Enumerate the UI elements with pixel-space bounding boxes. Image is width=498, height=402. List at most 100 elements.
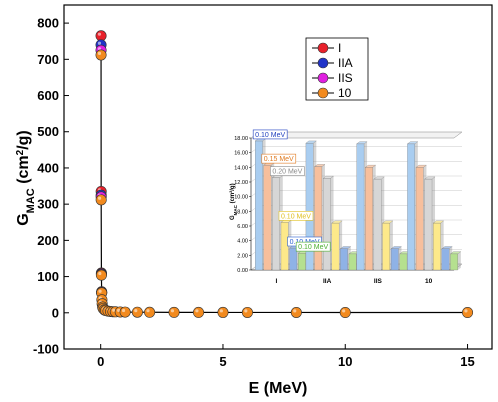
inset-bar bbox=[407, 143, 415, 271]
inset-category-labels: I IIA IIS 10 bbox=[275, 278, 432, 285]
data-point-10 bbox=[290, 306, 302, 318]
inset-y-tick-label: 18.00 bbox=[234, 136, 248, 142]
y-tick-label: 700 bbox=[37, 52, 59, 67]
inset-series-labels: 0.10 MeV 0.15 MeV 0.20 MeV 0.10 MeV 0.10 MeV… bbox=[252, 129, 331, 252]
inset-bar bbox=[280, 222, 289, 271]
legend-marker bbox=[317, 87, 329, 99]
y-axis-title: GMAC (cm2/g) bbox=[15, 130, 38, 226]
inset-bar bbox=[433, 222, 441, 271]
inset-bar-top bbox=[415, 164, 427, 168]
y-tick-label: 0 bbox=[52, 305, 59, 320]
data-point-highlight bbox=[97, 196, 102, 200]
data-point-highlight bbox=[134, 309, 138, 313]
inset-bar bbox=[399, 253, 408, 271]
inset-bars bbox=[254, 138, 462, 271]
y-tick-label: 600 bbox=[37, 88, 59, 103]
x-axis-ticks: 0 5 10 15 bbox=[97, 344, 475, 369]
inset-bar-top bbox=[382, 220, 394, 224]
data-point-highlight bbox=[293, 309, 297, 313]
inset-bar bbox=[424, 178, 433, 271]
inset-y-axis-title-unit: (cm²/g) bbox=[229, 183, 236, 205]
y-tick-label: -100 bbox=[33, 342, 59, 357]
y-axis-ticks: -100 0 100 200 300 400 500 600 700 800 bbox=[33, 16, 69, 357]
inset-bar-top bbox=[364, 164, 377, 168]
y-tick-label: 500 bbox=[37, 124, 59, 139]
data-point-10 bbox=[462, 306, 474, 318]
inset-bar-top bbox=[356, 141, 368, 145]
inset-series-label-box bbox=[261, 153, 297, 164]
legend-marker bbox=[317, 42, 329, 54]
x-tick-label: 5 bbox=[219, 354, 226, 369]
inset-y-tick-label: 8.00 bbox=[237, 209, 248, 215]
inset-y-tick-label: 16.00 bbox=[234, 151, 248, 157]
y-axis-title-main: G bbox=[15, 213, 32, 225]
data-point-highlight bbox=[342, 309, 346, 313]
inset-bar bbox=[382, 222, 391, 271]
data-point-10 bbox=[95, 194, 107, 206]
inset-bar-top bbox=[432, 220, 445, 224]
inset-bar bbox=[365, 167, 373, 271]
data-point-highlight bbox=[97, 47, 102, 51]
inset-bar bbox=[263, 164, 272, 271]
legend-label: 10 bbox=[338, 86, 352, 100]
data-point-10 bbox=[217, 306, 229, 318]
inset-y-tick-label: 0.00 bbox=[237, 268, 248, 274]
inset-series-label-box bbox=[252, 129, 288, 140]
data-point-10 bbox=[144, 306, 156, 318]
inset-y-axis-title-sub: MAC bbox=[233, 204, 238, 215]
x-tick-label: 10 bbox=[338, 354, 352, 369]
legend-label: I bbox=[338, 41, 341, 55]
inset-bar-top bbox=[339, 246, 352, 249]
inset-bar bbox=[340, 248, 348, 271]
inset-bar bbox=[390, 248, 399, 271]
inset-bar bbox=[289, 247, 298, 271]
inset-bar bbox=[331, 222, 340, 271]
inset-bar bbox=[356, 143, 365, 271]
inset-bar bbox=[348, 253, 357, 271]
data-point-highlight bbox=[170, 309, 175, 313]
inset-bar-top bbox=[322, 175, 334, 179]
inset-bar-top bbox=[331, 220, 343, 224]
inset-y-tick-label: 4.00 bbox=[237, 239, 248, 245]
inset-y-tick-label: 2.00 bbox=[237, 253, 248, 259]
data-point-10 bbox=[95, 269, 107, 281]
inset-bar bbox=[373, 178, 382, 271]
inset-bar-top bbox=[305, 140, 317, 144]
inset-bar-chart: 0.00 2.00 4.00 6.00 8.00 10.00 12.00 14.00 16.00… bbox=[229, 128, 488, 300]
x-tick-label: 15 bbox=[460, 354, 474, 369]
data-point-highlight bbox=[97, 51, 102, 55]
inset-series-label: 0.10 MeV bbox=[298, 244, 328, 251]
y-tick-label: 300 bbox=[37, 197, 59, 212]
inset-y-tick-label: 12.00 bbox=[234, 180, 248, 186]
legend-label: IIA bbox=[338, 56, 353, 70]
inset-bar-top bbox=[390, 246, 402, 249]
data-point-10 bbox=[95, 49, 107, 61]
x-axis-title: E (MeV) bbox=[249, 380, 308, 397]
inset-category-label: I bbox=[275, 278, 277, 285]
inset-y-tick-label: 14.00 bbox=[234, 165, 248, 171]
inset-bar-side bbox=[457, 251, 461, 270]
inset-bar bbox=[322, 178, 331, 271]
inset-y-axis-title-main: G bbox=[230, 215, 236, 220]
y-axis-title-unit: (cm bbox=[15, 155, 32, 188]
y-axis-title-sub: MAC bbox=[25, 188, 37, 213]
inset-bar-top bbox=[441, 246, 453, 249]
y-tick-label: 800 bbox=[37, 16, 59, 31]
inset-bar bbox=[255, 140, 263, 271]
inset-bar-top bbox=[314, 164, 326, 167]
inset-series-label: 0.10 MeV bbox=[281, 213, 311, 220]
inset-series-label-box bbox=[295, 241, 331, 252]
x-tick-label: 0 bbox=[97, 354, 104, 369]
inset-bar-top bbox=[406, 141, 419, 145]
inset-bar-top bbox=[449, 251, 462, 255]
data-point-highlight bbox=[97, 41, 102, 45]
inset-series-label-box bbox=[278, 211, 314, 221]
inset-bar bbox=[415, 167, 424, 271]
inset-category-label: IIA bbox=[323, 278, 332, 285]
legend-label: IIS bbox=[338, 71, 353, 85]
y-axis-title-unit-post: /g) bbox=[15, 130, 32, 150]
inset-bar bbox=[314, 166, 323, 271]
inset-bar bbox=[441, 248, 450, 271]
